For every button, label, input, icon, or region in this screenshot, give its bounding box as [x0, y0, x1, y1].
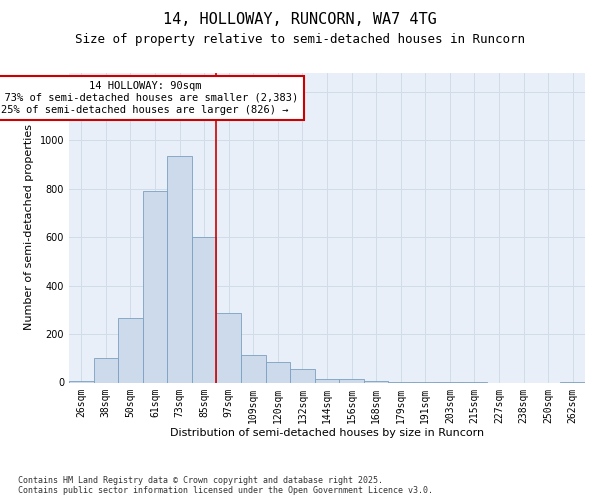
Text: 14 HOLLOWAY: 90sqm
← 73% of semi-detached houses are smaller (2,383)
25% of semi: 14 HOLLOWAY: 90sqm ← 73% of semi-detache…: [0, 82, 298, 114]
Bar: [217, 314, 241, 382]
Bar: [339, 379, 364, 382]
Bar: [118, 318, 143, 382]
Bar: [94, 358, 118, 382]
Bar: [315, 379, 339, 382]
Bar: [143, 191, 167, 382]
Y-axis label: Number of semi-detached properties: Number of semi-detached properties: [24, 124, 34, 330]
Bar: [266, 362, 290, 382]
Bar: [167, 156, 192, 382]
Bar: [290, 369, 315, 382]
Text: Contains HM Land Registry data © Crown copyright and database right 2025.
Contai: Contains HM Land Registry data © Crown c…: [18, 476, 433, 495]
Text: 14, HOLLOWAY, RUNCORN, WA7 4TG: 14, HOLLOWAY, RUNCORN, WA7 4TG: [163, 12, 437, 28]
Bar: [241, 354, 266, 382]
Bar: [192, 237, 217, 382]
Text: Size of property relative to semi-detached houses in Runcorn: Size of property relative to semi-detach…: [75, 32, 525, 46]
X-axis label: Distribution of semi-detached houses by size in Runcorn: Distribution of semi-detached houses by …: [170, 428, 484, 438]
